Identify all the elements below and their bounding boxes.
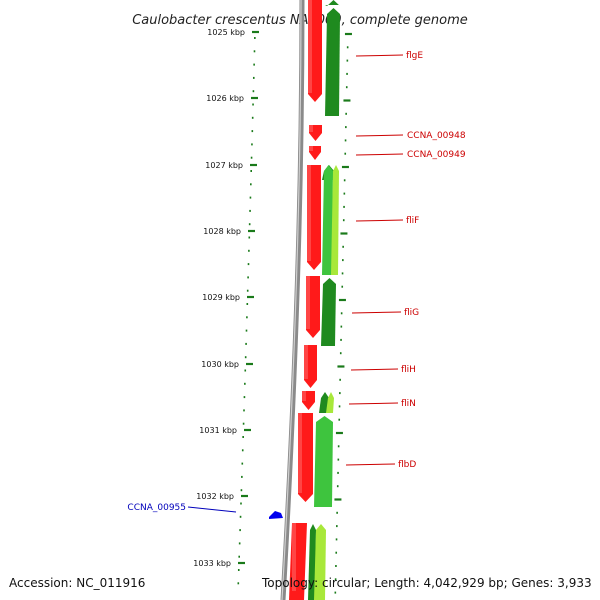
gene-label[interactable]: CCNA_00948 xyxy=(407,131,466,141)
gene-label[interactable]: flbD xyxy=(398,460,416,470)
tick-label: 1031 kbp xyxy=(199,426,237,435)
tick-label: 1029 kbp xyxy=(202,293,240,302)
gene-leader-line xyxy=(187,506,237,513)
genome-backbone xyxy=(280,0,305,600)
tick-label: 1026 kbp xyxy=(206,94,244,103)
gene-label[interactable]: CCNA_00955 xyxy=(127,503,186,513)
reverse-gene-arrow xyxy=(322,165,333,275)
genome-summary-text: Topology: circular; Length: 4,042,929 bp… xyxy=(261,576,592,590)
gene-leader-line xyxy=(351,311,402,314)
forward-gene-shade xyxy=(309,146,313,151)
minor-tick-scale xyxy=(237,37,256,585)
major-tick-scale: 1025 kbp 1026 kbp 1027 kbp 1028 kbp 1029 kbp… xyxy=(193,28,259,568)
reverse-gene-arrow xyxy=(325,0,340,6)
forward-gene-shade xyxy=(308,0,312,93)
gene-leader-line xyxy=(355,54,404,57)
tick-label: 1027 kbp xyxy=(205,161,243,170)
gene-label[interactable]: CCNA_00949 xyxy=(407,150,466,160)
reverse-gene-arrow xyxy=(308,524,316,600)
gene-leader-line xyxy=(345,463,396,466)
feature-track xyxy=(269,0,340,600)
tick-label: 1025 kbp xyxy=(207,28,245,37)
gene-label[interactable]: fliG xyxy=(404,308,419,318)
gene-label[interactable]: fliN xyxy=(401,399,416,409)
gene-leader-line xyxy=(348,402,399,405)
gene-label[interactable]: flgE xyxy=(406,51,423,61)
gene-label-layer: flgE CCNA_00948 CCNA_00949 fliF fliG fliH fliN… xyxy=(127,51,465,513)
genome-backbone-highlight xyxy=(281,0,302,600)
gene-label[interactable]: fliF xyxy=(406,216,419,226)
reverse-gene-arrow xyxy=(314,416,333,507)
gene-label[interactable]: fliH xyxy=(401,365,416,375)
outer-dot-scale xyxy=(334,32,352,594)
highlighted-feature-marker xyxy=(269,511,283,519)
tick-label: 1030 kbp xyxy=(201,360,239,369)
tick-label: 1028 kbp xyxy=(203,227,241,236)
accession-text: Accession: NC_011916 xyxy=(9,576,145,590)
tick-label: 1033 kbp xyxy=(193,559,231,568)
tick-label: 1032 kbp xyxy=(196,492,234,501)
reverse-gene-arrow xyxy=(314,524,326,600)
gene-leader-line xyxy=(355,219,404,222)
reverse-gene-arrow xyxy=(326,392,334,413)
reverse-gene-arrow xyxy=(331,165,339,275)
forward-gene-shade xyxy=(292,523,296,591)
gene-leader-line xyxy=(355,134,404,137)
forward-gene-shade xyxy=(302,391,306,401)
forward-gene-shade xyxy=(304,345,308,379)
reverse-gene-arrow xyxy=(319,392,329,413)
forward-gene-shade xyxy=(307,165,311,261)
gene-leader-line xyxy=(350,368,399,371)
forward-gene-shade xyxy=(309,125,313,132)
reverse-gene-arrow xyxy=(321,278,336,346)
forward-gene-shade xyxy=(306,276,310,329)
forward-gene-shade xyxy=(298,413,302,493)
reverse-gene-arrow xyxy=(325,8,340,116)
gene-leader-line xyxy=(355,153,404,156)
